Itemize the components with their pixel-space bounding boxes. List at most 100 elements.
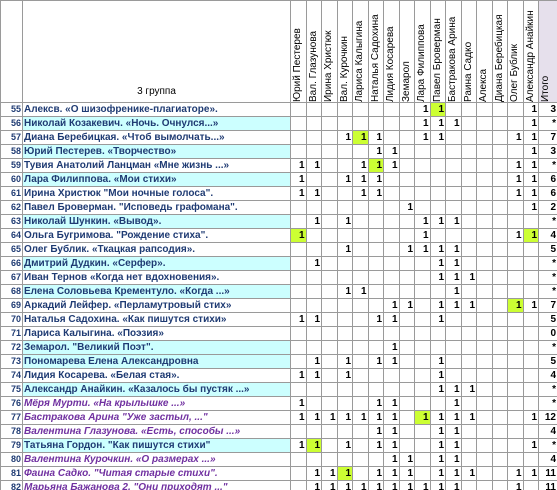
vote-cell (429, 186, 446, 201)
vote-cell (398, 102, 415, 117)
vote-cell (336, 186, 353, 201)
vote-cell (305, 298, 322, 313)
vote-cell (367, 340, 384, 355)
row-number: 82 (0, 480, 23, 490)
row-number: 56 (0, 116, 23, 131)
vote-cell (476, 326, 493, 341)
vote-cell (383, 382, 400, 397)
vote-cell (460, 396, 477, 411)
vote-cell (352, 354, 369, 369)
vote-cell: 1 (429, 214, 446, 229)
vote-cell: 1 (414, 242, 431, 257)
total-cell: * (538, 438, 557, 453)
vote-cell: 1 (414, 410, 431, 425)
entry-name: Лидия Косарева. «Белая стая». (22, 368, 291, 383)
vote-cell (445, 200, 462, 215)
vote-cell (367, 256, 384, 271)
vote-cell: 1 (429, 452, 446, 467)
vote-cell (352, 116, 369, 131)
judge-name: Земарол (400, 61, 412, 102)
vote-cell (476, 284, 493, 299)
vote-cell: 1 (522, 466, 539, 481)
entry-name: Диана Беребицкая. «Чтоб вымолчать...» (22, 130, 291, 145)
total-cell: 2 (538, 200, 557, 215)
vote-cell (290, 424, 307, 439)
vote-cell (460, 158, 477, 173)
vote-cell (460, 214, 477, 229)
vote-cell: 1 (336, 438, 353, 453)
vote-cell (321, 256, 338, 271)
vote-cell: 1 (336, 480, 353, 490)
vote-cell: 1 (445, 424, 462, 439)
entry-name: Алексв. «О шизофренике-плагиаторе». (22, 102, 291, 117)
total-cell: * (538, 256, 557, 271)
vote-cell (445, 172, 462, 187)
vote-cell (414, 158, 431, 173)
vote-cell: 1 (429, 312, 446, 327)
total-cell: * (538, 340, 557, 355)
vote-cell: 1 (305, 186, 322, 201)
vote-cell (321, 368, 338, 383)
entry-name: Ирина Христюк "Мои ночные голоса". (22, 186, 291, 201)
judge-name: Бастракова Арина (447, 16, 458, 102)
vote-cell (290, 144, 307, 159)
vote-cell (398, 158, 415, 173)
vote-cell (321, 102, 338, 117)
vote-cell (305, 116, 322, 131)
vote-cell (305, 200, 322, 215)
vote-cell (290, 270, 307, 285)
data-row: 63 Николай Шункин. «Вывод». 1 1 1 1 1 * (0, 214, 557, 229)
group-title: 3 группа (22, 0, 291, 103)
vote-cell: 1 (336, 172, 353, 187)
vote-cell: 1 (522, 172, 539, 187)
row-number: 62 (0, 200, 23, 215)
vote-cell: 1 (522, 200, 539, 215)
vote-cell (491, 172, 508, 187)
judge-name: Вал. Глазунова (307, 30, 319, 102)
entry-name: Мёря Мурти. «На крылышке ...» (22, 396, 291, 411)
vote-cell (305, 102, 322, 117)
vote-cell: 1 (383, 480, 400, 490)
vote-cell (414, 340, 431, 355)
vote-cell (321, 326, 338, 341)
vote-cell: 1 (352, 284, 369, 299)
vote-cell (429, 284, 446, 299)
vote-cell (507, 340, 524, 355)
vote-cell (460, 200, 477, 215)
vote-cell: 1 (522, 228, 539, 243)
vote-cell (491, 354, 508, 369)
row-number: 71 (0, 326, 23, 341)
vote-cell: 1 (445, 116, 462, 131)
vote-cell: 1 (321, 480, 338, 490)
vote-cell (522, 452, 539, 467)
vote-cell: 1 (445, 382, 462, 397)
vote-cell: 1 (445, 214, 462, 229)
vote-cell (507, 368, 524, 383)
vote-cell: 1 (290, 158, 307, 173)
vote-cell (522, 396, 539, 411)
data-row: 69 Аркадий Лейфер. «Перламутровый стих» 1 1… (0, 298, 557, 313)
vote-cell (383, 256, 400, 271)
total-cell: * (538, 270, 557, 285)
vote-cell (367, 326, 384, 341)
vote-cell: 1 (383, 452, 400, 467)
vote-cell (507, 354, 524, 369)
vote-cell (321, 438, 338, 453)
vote-cell (321, 312, 338, 327)
vote-cell (445, 144, 462, 159)
vote-cell (414, 298, 431, 313)
vote-cell (321, 144, 338, 159)
entry-name: Фаина Садко. "Читая старые стихи". (22, 466, 291, 481)
vote-cell (414, 186, 431, 201)
vote-cell (336, 298, 353, 313)
total-cell: 11 (538, 480, 557, 490)
vote-cell: 1 (445, 270, 462, 285)
row-number: 79 (0, 438, 23, 453)
judge-header: Земарол (398, 0, 415, 103)
vote-cell (460, 424, 477, 439)
vote-cell (336, 158, 353, 173)
vote-cell (336, 116, 353, 131)
total-cell: 6 (538, 172, 557, 187)
vote-cell: 1 (383, 312, 400, 327)
vote-cell (445, 312, 462, 327)
